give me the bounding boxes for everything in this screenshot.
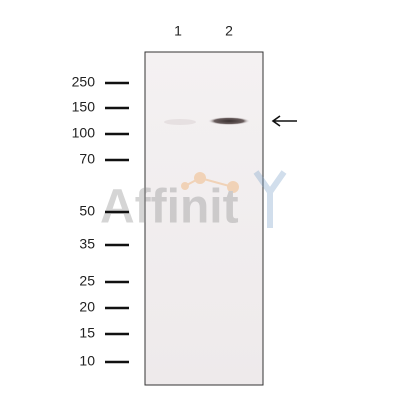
marker-label: 35 <box>79 236 95 252</box>
watermark: Affinit <box>100 170 287 234</box>
lane-label: 1 <box>174 23 182 39</box>
marker-label: 70 <box>79 151 95 167</box>
faint-band <box>164 119 196 125</box>
marker-label: 25 <box>79 273 95 289</box>
labels: 1 2 250 150 100 70 50 35 25 20 15 10 <box>72 23 233 369</box>
marker-label: 10 <box>79 353 95 369</box>
marker-label: 100 <box>72 125 96 141</box>
logo-dot <box>227 181 239 193</box>
marker-label: 20 <box>79 299 95 315</box>
membrane <box>144 51 264 386</box>
logo-antibody <box>253 170 287 228</box>
band <box>208 117 250 125</box>
logo-line <box>184 176 234 188</box>
marker-label: 15 <box>79 325 95 341</box>
logo-dot <box>194 172 206 184</box>
marker-label: 150 <box>72 99 96 115</box>
watermark-text: Affinit <box>100 181 239 234</box>
logo-dot <box>181 182 189 190</box>
marker-label: 250 <box>72 74 96 90</box>
arrow <box>271 115 297 127</box>
marker-label: 50 <box>79 203 95 219</box>
lane-label: 2 <box>225 23 233 39</box>
